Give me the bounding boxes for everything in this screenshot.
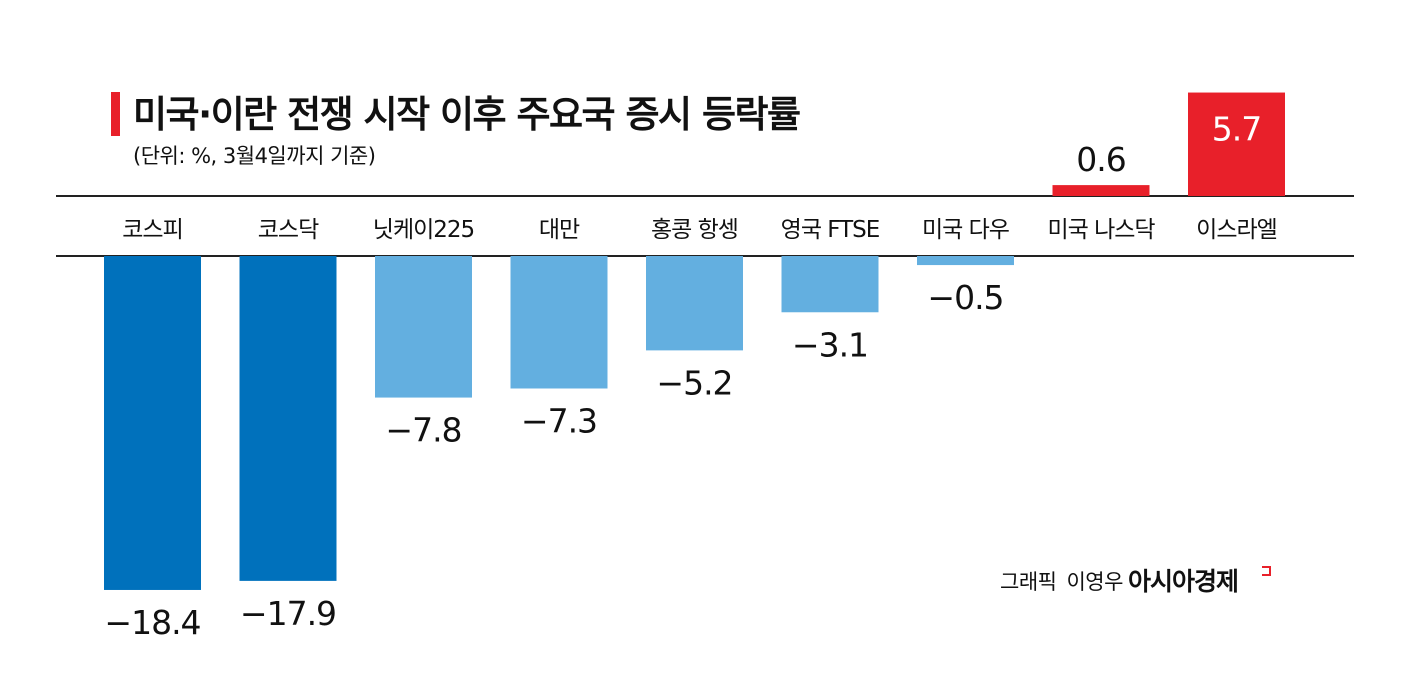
- bar-0: [104, 256, 201, 590]
- chart-subtitle: (단위: %, 3월4일까지 기준): [133, 144, 376, 168]
- value-label-1: −17.9: [240, 594, 336, 633]
- credit-label: 그래픽: [1000, 570, 1057, 594]
- value-label-4: −5.2: [656, 363, 732, 402]
- brand-mark-icon: [1262, 566, 1271, 576]
- category-label-6: 미국 다우: [922, 217, 1009, 243]
- bar-5: [781, 256, 879, 313]
- value-label-2: −7.8: [385, 411, 461, 450]
- value-label-3: −7.3: [521, 401, 597, 440]
- category-label-8: 이스라엘: [1196, 217, 1277, 243]
- category-label-3: 대만: [539, 217, 580, 243]
- value-label-7: 0.6: [1076, 140, 1125, 179]
- bar-6: [917, 256, 1014, 266]
- category-label-7: 미국 나스닥: [1047, 217, 1155, 243]
- bar-8: [1188, 92, 1285, 196]
- credit-author: 이영우: [1066, 570, 1123, 594]
- value-label-8: 5.7: [1212, 110, 1261, 149]
- category-label-1: 코스닥: [258, 217, 319, 243]
- bar-1: [239, 256, 337, 581]
- bar-3: [510, 256, 608, 389]
- category-label-2: 닛케이225: [373, 217, 474, 243]
- bar-7: [1052, 185, 1150, 196]
- bar-2: [375, 256, 472, 398]
- credit: 그래픽 이영우: [1000, 566, 1123, 596]
- value-label-6: −0.5: [927, 278, 1003, 317]
- category-label-4: 홍콩 항셍: [651, 217, 738, 243]
- value-label-0: −18.4: [104, 603, 200, 642]
- category-label-0: 코스피: [122, 217, 182, 243]
- chart-title: 미국·이란 전쟁 시작 이후 주요국 증시 등락률: [133, 93, 801, 136]
- value-label-5: −3.1: [792, 325, 868, 364]
- title-accent-bar: [111, 92, 120, 136]
- bar-4: [646, 256, 743, 351]
- category-label-5: 영국 FTSE: [781, 217, 880, 243]
- brand-logo-text: 아시아경제: [1128, 567, 1239, 596]
